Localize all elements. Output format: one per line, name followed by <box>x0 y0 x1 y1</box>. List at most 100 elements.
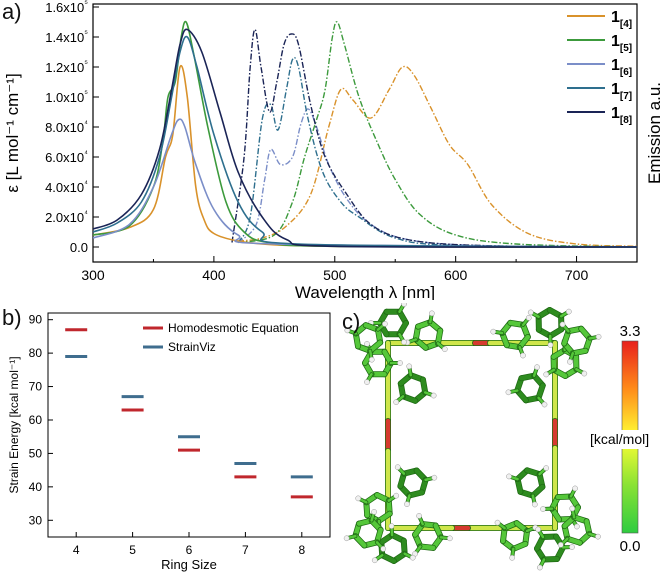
hydrogen-atom <box>547 342 554 348</box>
y-tick-label: 1.0x10⁵ <box>45 88 88 105</box>
hydrogen-atom <box>581 370 588 377</box>
y-tick-label: 80 <box>29 346 43 360</box>
emission-line <box>231 28 637 248</box>
colorbar-max-label: 3.3 <box>620 323 641 340</box>
hydrogen-atom <box>393 399 399 405</box>
hydrogen-atom <box>447 535 453 542</box>
y-tick-label: 1.4x10⁵ <box>45 28 88 45</box>
ring-bond <box>435 328 443 346</box>
x-tick-label: 300 <box>81 267 105 283</box>
ring-bond <box>570 348 588 356</box>
hydrogen-atom <box>368 356 375 363</box>
hydrogen-atom <box>527 309 534 316</box>
y-tick-label: 6.0x10⁴ <box>45 148 88 165</box>
absorption-line <box>93 20 637 248</box>
colorbar-min-label: 0.0 <box>620 538 641 555</box>
ring-bond <box>376 511 392 524</box>
x-tick-label: 400 <box>202 267 226 283</box>
panel-a-spectra: 300 400 500 600 700 0.0 2.0x10⁴ 4.0x10⁴ 6.0x10⁴ 8… <box>2 0 664 300</box>
hydrogen-atom <box>430 392 437 399</box>
hydrogen-atom <box>397 360 403 366</box>
ring-bond <box>517 334 531 350</box>
hydrogen-atom <box>520 352 526 359</box>
hydrogen-atom <box>490 328 497 335</box>
panel-b-label: b) <box>2 305 22 330</box>
hydrogen-atom <box>343 535 350 542</box>
hydrogen-atom <box>431 474 438 481</box>
hydrogen-atom <box>494 519 501 526</box>
hydrogen-atom <box>567 358 573 365</box>
corner-cluster <box>490 307 602 408</box>
strain-molecule-render: 3.3 0.0 [kcal/mol] <box>343 303 670 571</box>
plot-frame <box>92 3 638 263</box>
hydrogen-atom <box>574 523 580 530</box>
hydrogen-atom <box>572 485 578 492</box>
x-tick-label: 8 <box>298 543 305 557</box>
hydrogen-atom <box>540 506 546 512</box>
legend-label: 1[8] <box>611 105 632 126</box>
hydrogen-atom <box>382 321 388 327</box>
corner-cluster <box>494 465 601 571</box>
series-group <box>93 20 637 248</box>
ring-bond <box>379 552 397 564</box>
hydrogen-atom <box>534 364 540 371</box>
hydrogen-atom <box>371 509 377 515</box>
y-axis-title: Strain Energy [kcal mol⁻¹] <box>7 356 21 493</box>
hydrogen-atom <box>409 554 416 561</box>
hydrogen-atom <box>393 492 400 499</box>
x-axis-title: Ring Size <box>161 557 217 572</box>
ring-bond <box>548 327 564 339</box>
legend-label: StrainViz <box>168 340 216 354</box>
panel-c-label: c) <box>342 309 361 334</box>
hydrogen-atom <box>543 371 550 378</box>
hydrogen-atom <box>355 495 362 502</box>
hydrogen-atom <box>537 564 543 571</box>
emission-line <box>237 108 637 248</box>
hydrogen-atom <box>565 308 572 315</box>
corner-cluster <box>343 464 453 564</box>
y2-axis-title: Emission a.u. <box>645 82 664 184</box>
hydrogen-atom <box>531 501 538 508</box>
hydrogen-atom <box>394 464 401 471</box>
emission-line <box>237 56 637 248</box>
y-tick-label: 2.0x10⁴ <box>45 208 88 225</box>
x-tick-label: 7 <box>242 543 249 557</box>
hydrogen-atom <box>541 401 548 408</box>
x-tick-label: 700 <box>565 267 589 283</box>
hydrogen-atom <box>344 327 351 334</box>
hydrogen-atom <box>401 339 407 345</box>
hydrogen-atom <box>441 346 448 353</box>
y-tick-label: 8.0x10⁴ <box>45 118 88 135</box>
legend-label: 1[6] <box>611 57 632 78</box>
panel-b-strain: 4 5 6 7 8 30 40 50 60 70 80 90 Ring Size Strain Energ… <box>0 303 340 572</box>
absorption-emission-chart: 300 400 500 600 700 0.0 2.0x10⁴ 4.0x10⁴ 6.0x10⁴ 8… <box>3 0 664 300</box>
hydrogen-atom <box>380 546 387 552</box>
x-tick-label: 600 <box>444 267 468 283</box>
ring-bond <box>530 484 545 498</box>
x-tick-label: 5 <box>129 543 136 557</box>
ring-bond <box>397 320 409 337</box>
y-tick-label: 1.2x10⁵ <box>45 58 88 75</box>
hydrogen-atom <box>406 363 413 370</box>
x-tick-label: 6 <box>186 543 193 557</box>
hydrogen-atom <box>557 542 564 548</box>
colorbar-unit-label: [kcal/mol] <box>590 431 649 447</box>
absorption-line <box>93 118 637 248</box>
hydrogen-atom <box>509 554 516 561</box>
ring-bond <box>420 377 428 395</box>
corner-cluster <box>344 303 448 405</box>
y-tick-label: 70 <box>29 380 43 394</box>
x-tick-label: 500 <box>323 267 347 283</box>
ring-bond <box>418 544 436 551</box>
hydrogen-atom <box>569 505 576 512</box>
hydrogen-atom <box>595 533 601 540</box>
hydrogen-atom <box>429 310 435 317</box>
hydrogen-atom <box>364 379 370 385</box>
ring-bond <box>353 533 367 548</box>
hydrogen-atom <box>416 513 422 519</box>
emission-line <box>238 65 637 247</box>
ring-bond <box>511 541 528 552</box>
panel-a-label: a) <box>2 0 22 24</box>
emission-line <box>237 21 637 248</box>
y-tick-label: 30 <box>29 513 43 527</box>
